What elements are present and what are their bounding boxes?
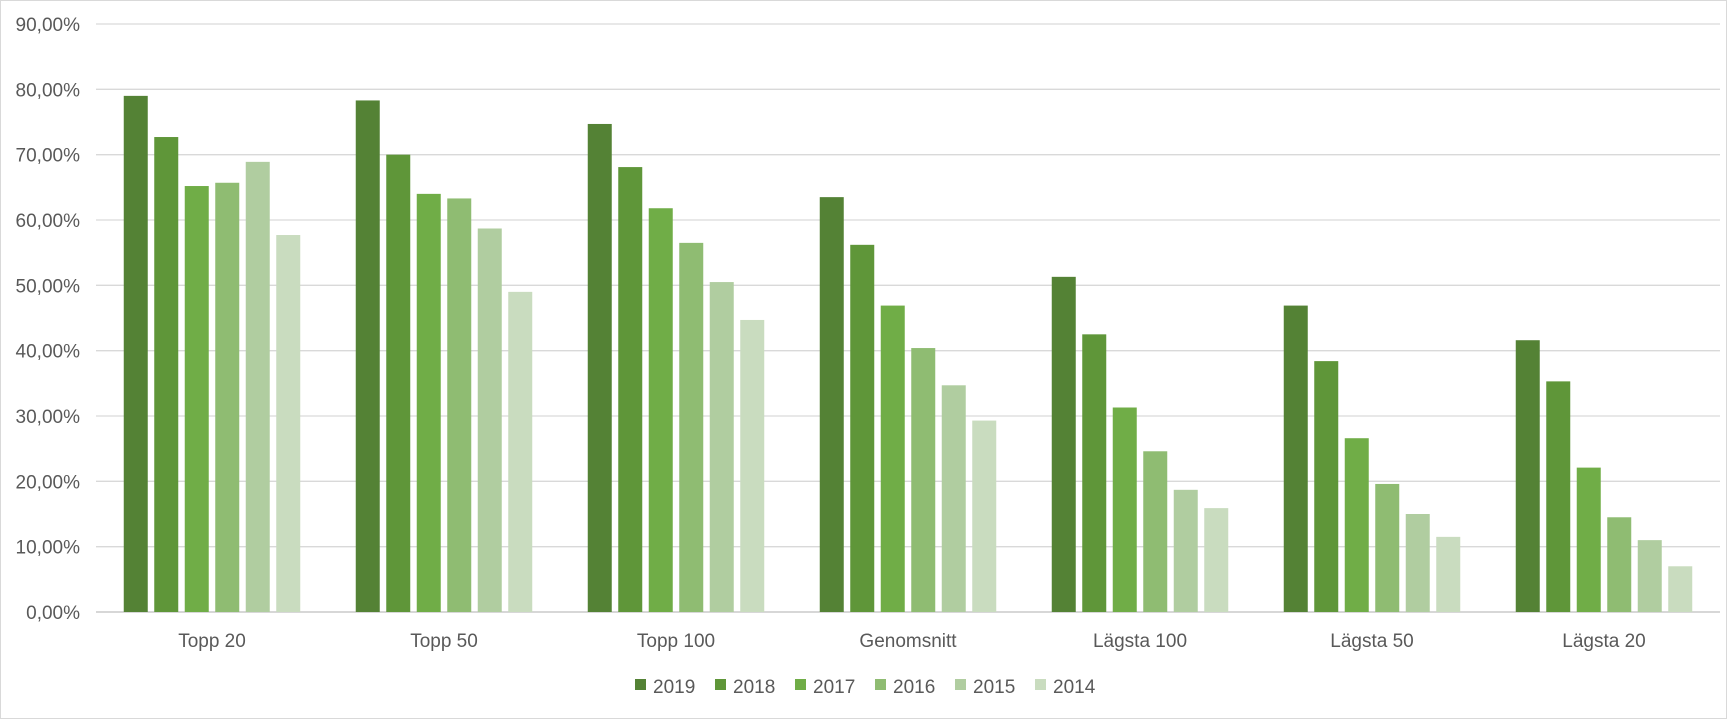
bar [1436,536,1461,612]
bar [1143,451,1168,612]
legend-swatch [875,679,886,690]
bar [245,161,270,612]
y-tick-label: 30,00% [16,407,81,428]
bar [386,154,411,612]
legend-label: 2016 [893,677,935,698]
category-label: Lägsta 20 [1562,631,1645,652]
bar [355,100,380,612]
legend-swatch [635,679,646,690]
bar [1375,483,1400,612]
bar [911,348,936,612]
bar [880,305,905,612]
bar [1112,407,1137,612]
bar [1314,361,1339,612]
bar [508,291,533,612]
y-tick-label: 50,00% [16,276,81,297]
category-label: Genomsnitt [859,631,957,652]
bar [587,123,612,613]
bar [276,235,301,612]
category-label: Topp 50 [410,631,478,652]
bar [154,137,179,612]
legend-label: 2018 [733,677,775,698]
legend-label: 2014 [1053,677,1096,698]
y-tick-label: 40,00% [16,342,81,363]
bar [1668,566,1693,612]
legend-swatch [1035,679,1046,690]
bar [618,167,643,612]
bar [477,228,502,612]
bar [416,193,441,612]
legend-swatch [955,679,966,690]
bar [972,420,997,612]
category-label: Lägsta 100 [1093,631,1187,652]
bar [1082,334,1107,612]
bar [679,242,704,612]
bar [1546,381,1571,612]
bar [1283,305,1308,612]
legend-label: 2015 [973,677,1015,698]
y-tick-label: 0,00% [26,603,80,624]
bar [1637,540,1662,612]
y-tick-label: 10,00% [16,538,81,559]
y-tick-label: 80,00% [16,80,81,101]
bar [1576,467,1601,612]
bar [123,95,148,612]
category-label: Topp 20 [178,631,246,652]
bar [184,186,209,612]
bar [1204,508,1229,612]
bar [1405,514,1430,612]
bar [1515,340,1540,612]
bar [1173,489,1198,612]
bar [447,198,472,612]
legend-swatch [795,679,806,690]
y-tick-label: 20,00% [16,472,81,493]
bar [941,385,966,612]
category-label: Lägsta 50 [1330,631,1413,652]
y-tick-label: 70,00% [16,146,81,167]
legend-label: 2017 [813,677,855,698]
bar [1051,276,1076,612]
legend-swatch [715,679,726,690]
category-label: Topp 100 [637,631,715,652]
bar [819,197,844,612]
legend-label: 2019 [653,677,695,698]
bar [1344,438,1369,612]
bar [709,282,734,612]
bar [215,182,240,612]
y-tick-label: 90,00% [16,15,81,36]
bar [648,208,673,613]
bar [740,319,765,612]
bar [1607,517,1632,612]
bar [850,244,875,612]
y-tick-label: 60,00% [16,211,81,232]
